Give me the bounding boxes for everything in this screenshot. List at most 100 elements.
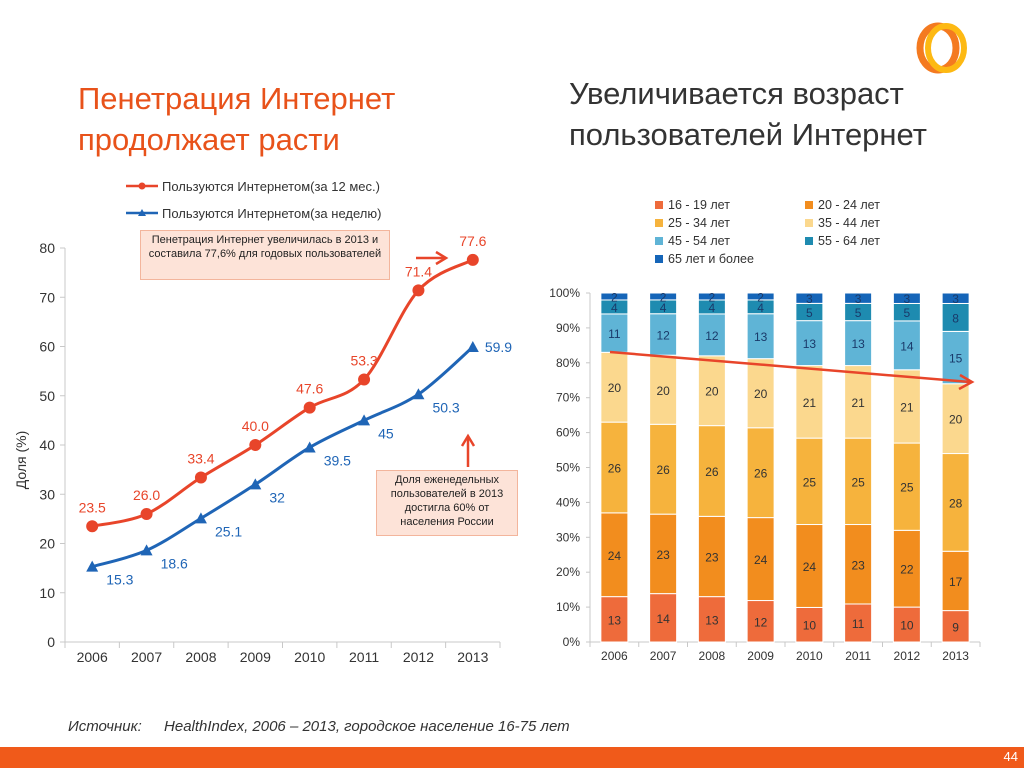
bar-segment-label: 26 — [608, 462, 622, 476]
bar-segment — [892, 320, 921, 371]
bar-segment-label: 11 — [608, 327, 621, 341]
bar-segment — [941, 453, 970, 552]
data-point-annual — [86, 520, 99, 533]
data-label: 77.6 — [459, 233, 486, 249]
bar-legend-swatch — [655, 219, 663, 227]
x-tick-label: 2013 — [457, 649, 488, 665]
bar-y-tick-label: 20% — [556, 565, 580, 579]
y-axis-label: Доля (%) — [13, 431, 29, 490]
data-label: 45 — [378, 425, 394, 441]
callout-weekly-share: Доля еженедельных пользователей в 2013 д… — [376, 470, 518, 536]
bar-legend-label: 16 - 19 лет — [668, 198, 730, 212]
bar-segment-label: 10 — [803, 619, 817, 633]
bar-legend-swatch — [805, 219, 813, 227]
bar-x-tick-label: 2008 — [699, 649, 726, 663]
bar-segment-label: 4 — [611, 301, 618, 315]
bar-segment-label: 22 — [900, 563, 914, 577]
bar-segment-label: 2 — [660, 290, 667, 304]
bar-y-tick-label: 80% — [556, 356, 580, 370]
bar-segment-label: 11 — [852, 617, 865, 631]
bar-segment-label: 2 — [709, 290, 716, 304]
bar-segment-label: 24 — [608, 549, 622, 563]
data-label: 25.1 — [215, 523, 242, 539]
bar-segment — [795, 320, 824, 367]
data-point-weekly — [86, 560, 99, 572]
data-label: 33.4 — [187, 451, 214, 467]
data-point-weekly — [466, 340, 479, 352]
bar-legend-label: 25 - 34 лет — [668, 216, 730, 230]
bar-segment-label: 5 — [904, 306, 911, 320]
data-label: 26.0 — [133, 487, 160, 503]
bar-x-tick-label: 2010 — [796, 649, 823, 663]
bar-segment-label: 3 — [904, 292, 911, 306]
data-label: 18.6 — [161, 555, 188, 571]
bar-segment-label: 3 — [952, 292, 959, 306]
bar-y-tick-label: 10% — [556, 600, 580, 614]
bar-segment — [941, 610, 970, 643]
bar-segment — [844, 320, 873, 367]
bar-segment-label: 3 — [806, 292, 813, 306]
bar-segment-label: 13 — [705, 613, 719, 627]
bar-x-tick-label: 2009 — [747, 649, 774, 663]
data-point-weekly — [194, 512, 207, 524]
bar-segment-label: 23 — [851, 558, 865, 572]
bar-legend-swatch — [655, 255, 663, 263]
bar-segment-label: 21 — [900, 400, 914, 414]
bar-x-tick-label: 2013 — [942, 649, 969, 663]
bar-legend-label: 20 - 24 лет — [818, 198, 880, 212]
data-point-annual — [412, 284, 425, 297]
x-tick-label: 2010 — [294, 649, 325, 665]
x-tick-label: 2007 — [131, 649, 162, 665]
bar-segment — [649, 292, 678, 301]
bar-segment — [892, 292, 921, 304]
source-label: Источник: — [68, 718, 142, 735]
bar-y-tick-label: 70% — [556, 391, 580, 405]
bar-segment — [600, 292, 629, 301]
bar-segment — [746, 313, 775, 360]
bar-segment-label: 9 — [952, 620, 959, 634]
bar-segment-label: 28 — [949, 496, 963, 510]
bar-segment — [746, 292, 775, 301]
data-label: 39.5 — [324, 452, 351, 468]
bar-legend-label: 35 - 44 лет — [818, 216, 880, 230]
bar-segment — [941, 292, 970, 304]
footer-bar: 44 — [0, 747, 1024, 768]
x-tick-label: 2008 — [185, 649, 216, 665]
data-point-annual — [194, 471, 207, 484]
data-label: 23.5 — [79, 499, 106, 515]
x-tick-label: 2012 — [403, 649, 434, 665]
bar-segment — [795, 524, 824, 608]
bar-segment — [892, 529, 921, 608]
y-tick-label: 80 — [39, 240, 55, 256]
bar-segment-label: 12 — [705, 329, 719, 343]
data-point-weekly — [358, 414, 371, 426]
bar-segment-label: 26 — [705, 465, 719, 479]
bar-segment — [844, 524, 873, 605]
bar-legend-label: 55 - 64 лет — [818, 234, 880, 248]
arrow-right-head-icon — [435, 250, 449, 266]
bar-y-tick-label: 50% — [556, 461, 580, 475]
bar-segment-label: 25 — [851, 475, 865, 489]
bar-segment — [844, 437, 873, 526]
data-point-weekly — [249, 478, 262, 490]
bar-x-tick-label: 2011 — [845, 649, 871, 663]
trend-arrow-head-icon — [958, 373, 975, 391]
bar-y-tick-label: 100% — [549, 286, 580, 300]
bar-segment — [600, 596, 629, 643]
bar-segment-label: 15 — [949, 352, 963, 366]
bar-segment — [844, 292, 873, 304]
data-label: 15.3 — [106, 572, 133, 588]
bar-segment — [697, 355, 726, 427]
bar-x-tick-label: 2007 — [650, 649, 677, 663]
bar-x-tick-label: 2012 — [894, 649, 921, 663]
y-tick-label: 0 — [47, 634, 55, 650]
bar-y-tick-label: 0% — [563, 635, 581, 649]
bar-segment-label: 12 — [656, 328, 670, 342]
bar-legend-swatch — [805, 201, 813, 209]
bar-segment — [795, 437, 824, 526]
legend-label-1: Пользуются Интернетом(за неделю) — [162, 206, 381, 221]
bar-segment — [746, 427, 775, 519]
bar-segment-label: 14 — [900, 339, 914, 353]
